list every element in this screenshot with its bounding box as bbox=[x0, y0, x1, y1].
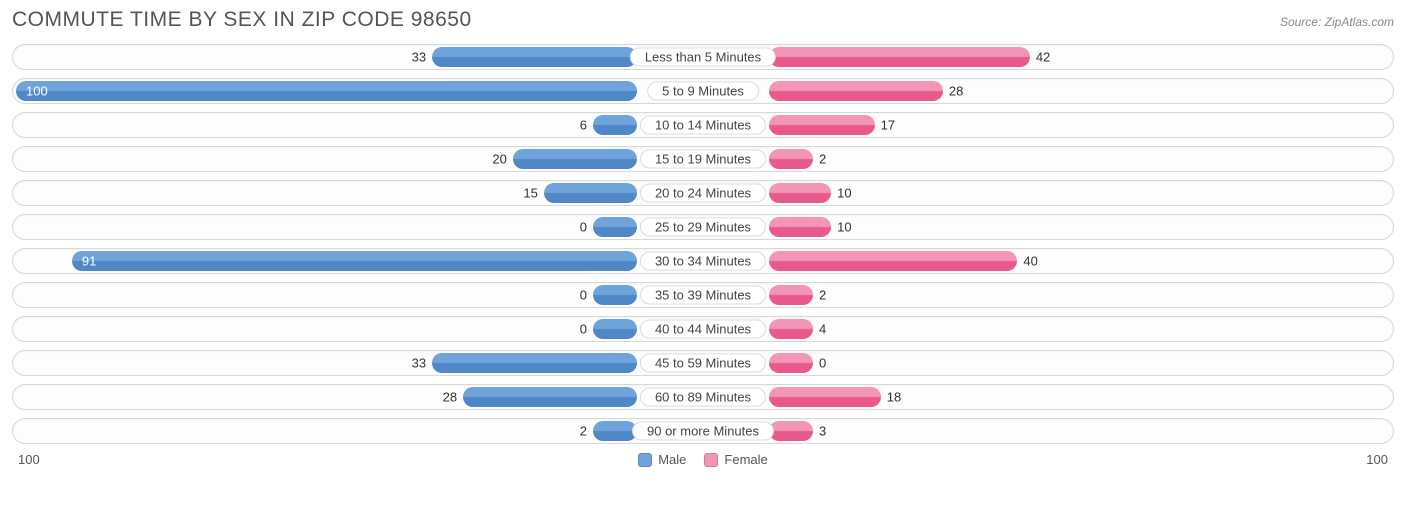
bar-male bbox=[593, 285, 637, 305]
chart-row: 100 28 5 to 9 Minutes bbox=[12, 78, 1394, 104]
chart-row: 20 2 15 to 19 Minutes bbox=[12, 146, 1394, 172]
bar-female bbox=[769, 251, 1017, 271]
chart-row: 91 40 30 to 34 Minutes bbox=[12, 248, 1394, 274]
legend-swatch-male bbox=[638, 453, 652, 467]
chart-row: 0 2 35 to 39 Minutes bbox=[12, 282, 1394, 308]
value-male: 0 bbox=[580, 288, 587, 303]
value-male: 100 bbox=[16, 84, 58, 99]
legend-item-female: Female bbox=[704, 452, 767, 467]
axis-left-max: 100 bbox=[18, 452, 40, 467]
value-male: 2 bbox=[580, 424, 587, 439]
chart-title: Commute Time By Sex in Zip Code 98650 bbox=[12, 8, 472, 32]
value-female: 28 bbox=[949, 84, 963, 99]
bar-female bbox=[769, 183, 831, 203]
bar-male bbox=[593, 319, 637, 339]
bar-female bbox=[769, 81, 943, 101]
legend-swatch-female bbox=[704, 453, 718, 467]
bar-female bbox=[769, 149, 813, 169]
value-female: 18 bbox=[887, 390, 901, 405]
value-female: 3 bbox=[819, 424, 826, 439]
category-label: 5 to 9 Minutes bbox=[647, 82, 759, 101]
value-female: 0 bbox=[819, 356, 826, 371]
chart-source: Source: ZipAtlas.com bbox=[1280, 15, 1394, 29]
value-male: 20 bbox=[492, 152, 506, 167]
chart-row: 2 3 90 or more Minutes bbox=[12, 418, 1394, 444]
value-male: 6 bbox=[580, 118, 587, 133]
chart-row: 33 0 45 to 59 Minutes bbox=[12, 350, 1394, 376]
bar-female bbox=[769, 421, 813, 441]
category-label: 90 or more Minutes bbox=[632, 422, 774, 441]
value-female: 17 bbox=[881, 118, 895, 133]
category-label: 10 to 14 Minutes bbox=[640, 116, 766, 135]
value-male: 91 bbox=[72, 254, 106, 269]
value-female: 2 bbox=[819, 152, 826, 167]
value-female: 4 bbox=[819, 322, 826, 337]
value-male: 33 bbox=[412, 50, 426, 65]
bar-female bbox=[769, 115, 875, 135]
category-label: 20 to 24 Minutes bbox=[640, 184, 766, 203]
legend-item-male: Male bbox=[638, 452, 686, 467]
chart-row: 33 42 Less than 5 Minutes bbox=[12, 44, 1394, 70]
value-female: 2 bbox=[819, 288, 826, 303]
bar-female bbox=[769, 353, 813, 373]
value-female: 40 bbox=[1023, 254, 1037, 269]
category-label: Less than 5 Minutes bbox=[630, 48, 776, 67]
chart-row: 15 10 20 to 24 Minutes bbox=[12, 180, 1394, 206]
category-label: 25 to 29 Minutes bbox=[640, 218, 766, 237]
value-male: 0 bbox=[580, 220, 587, 235]
legend: Male Female bbox=[40, 452, 1367, 467]
bar-male bbox=[593, 217, 637, 237]
category-label: 40 to 44 Minutes bbox=[640, 320, 766, 339]
legend-label-female: Female bbox=[724, 452, 767, 467]
bar-female bbox=[769, 387, 881, 407]
bar-male bbox=[463, 387, 637, 407]
bar-male: 91 bbox=[72, 251, 637, 271]
category-label: 15 to 19 Minutes bbox=[640, 150, 766, 169]
bar-female bbox=[769, 319, 813, 339]
chart-row: 6 17 10 to 14 Minutes bbox=[12, 112, 1394, 138]
axis-right-max: 100 bbox=[1366, 452, 1388, 467]
bar-male bbox=[432, 353, 637, 373]
value-male: 15 bbox=[523, 186, 537, 201]
bar-male bbox=[432, 47, 637, 67]
value-female: 42 bbox=[1036, 50, 1050, 65]
bar-female bbox=[769, 285, 813, 305]
value-female: 10 bbox=[837, 220, 851, 235]
bar-male: 100 bbox=[16, 81, 637, 101]
category-label: 45 to 59 Minutes bbox=[640, 354, 766, 373]
category-label: 35 to 39 Minutes bbox=[640, 286, 766, 305]
chart-row: 0 10 25 to 29 Minutes bbox=[12, 214, 1394, 240]
bar-male bbox=[593, 421, 637, 441]
value-male: 33 bbox=[412, 356, 426, 371]
legend-label-male: Male bbox=[658, 452, 686, 467]
bar-male bbox=[513, 149, 637, 169]
category-label: 30 to 34 Minutes bbox=[640, 252, 766, 271]
category-label: 60 to 89 Minutes bbox=[640, 388, 766, 407]
chart-row: 0 4 40 to 44 Minutes bbox=[12, 316, 1394, 342]
chart-row: 28 18 60 to 89 Minutes bbox=[12, 384, 1394, 410]
value-female: 10 bbox=[837, 186, 851, 201]
value-male: 0 bbox=[580, 322, 587, 337]
bar-male bbox=[593, 115, 637, 135]
bar-female bbox=[769, 217, 831, 237]
chart-footer: 100 Male Female 100 bbox=[12, 452, 1394, 467]
value-male: 28 bbox=[443, 390, 457, 405]
bar-female bbox=[769, 47, 1030, 67]
chart-header: Commute Time By Sex in Zip Code 98650 So… bbox=[12, 8, 1394, 32]
bar-male bbox=[544, 183, 637, 203]
diverging-bar-chart: 3342Less than 5 Minutes100285 to 9 Minut… bbox=[12, 44, 1394, 444]
